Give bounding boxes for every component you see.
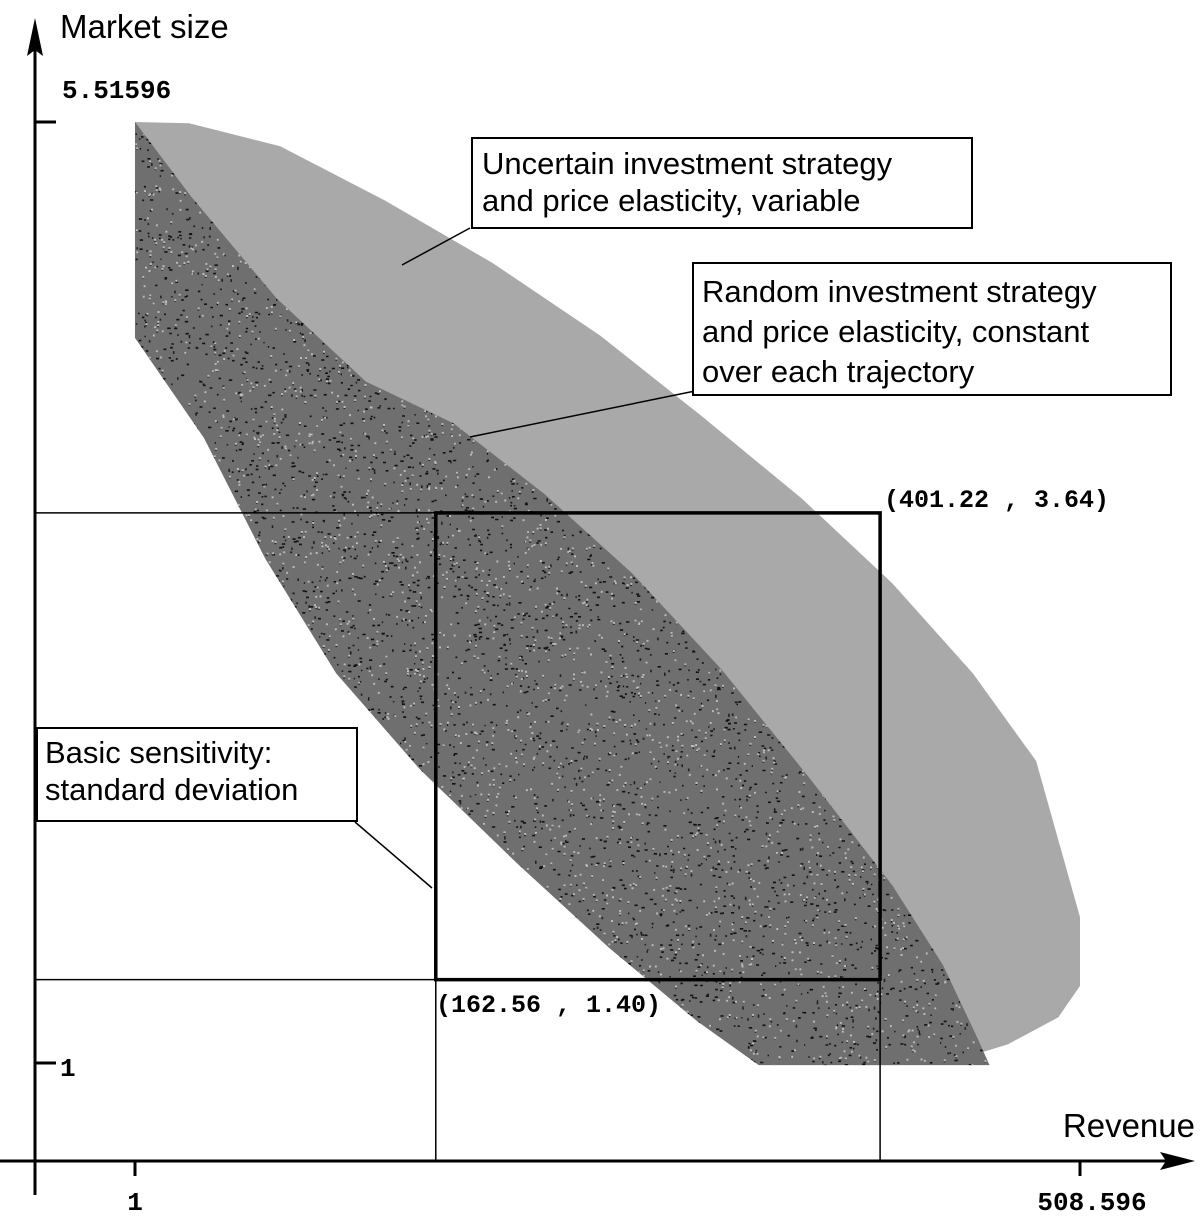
callout-line: and price elasticity, constant bbox=[702, 314, 1090, 349]
basic-callout-label: Basic sensitivity: standard deviation bbox=[45, 735, 298, 807]
callout-line: standard deviation bbox=[45, 772, 298, 807]
box-max-label: (401.22 , 3.64) bbox=[884, 486, 1109, 515]
random-strategy-dots bbox=[135, 122, 990, 1066]
y-tick-label: 1 bbox=[60, 1054, 76, 1084]
x-tick-label: 508.596 bbox=[1037, 1188, 1146, 1218]
sensitivity-rectangle bbox=[434, 511, 882, 982]
callout-line: Uncertain investment strategy bbox=[482, 146, 893, 181]
axis-ticks: 1 508.596 1 5.51596 bbox=[35, 76, 1147, 1218]
box-min-label: (162.56 , 1.40) bbox=[436, 991, 661, 1020]
random-dot-highlights bbox=[135, 122, 990, 1066]
callout-line: over each trajectory bbox=[702, 354, 975, 389]
x-tick-label: 1 bbox=[127, 1188, 143, 1218]
y-axis-title: Market size bbox=[60, 8, 229, 45]
axes bbox=[0, 18, 1195, 1195]
basic-callout-box bbox=[36, 727, 358, 822]
y-axis-arrow-icon bbox=[27, 18, 43, 56]
callout-line: Random investment strategy bbox=[702, 274, 1097, 309]
x-axis-arrow-icon bbox=[1160, 1152, 1195, 1170]
sensitivity-box bbox=[35, 511, 882, 1161]
y-tick-label: 5.51596 bbox=[62, 76, 171, 106]
uncertain-callout-box bbox=[471, 137, 973, 229]
random-leader-line bbox=[469, 389, 701, 438]
x-axis-title: Revenue bbox=[1063, 1107, 1195, 1144]
random-strategy-region bbox=[135, 122, 990, 1066]
uncertain-callout-label: Uncertain investment strategy and price e… bbox=[482, 146, 893, 218]
random-callout-label: Random investment strategy and price elas… bbox=[702, 274, 1097, 389]
callout-line: Basic sensitivity: bbox=[45, 735, 272, 770]
callout-line: and price elasticity, variable bbox=[482, 183, 861, 218]
uncertain-leader-line bbox=[401, 227, 471, 266]
random-callout-box bbox=[692, 262, 1172, 396]
basic-leader-line bbox=[354, 821, 433, 889]
